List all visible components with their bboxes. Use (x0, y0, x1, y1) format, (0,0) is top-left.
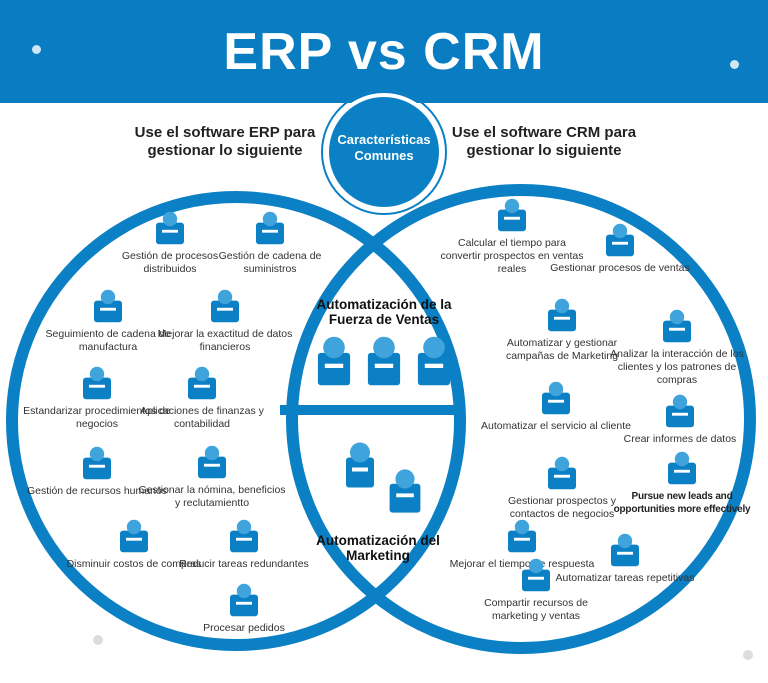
erp-circle (6, 191, 466, 651)
touch-automation-icon (611, 533, 639, 567)
erp-item-label: Aplicaciones de finanzas y contabilidad (140, 405, 264, 430)
process-flow-icon (230, 583, 258, 617)
sales-agent-icon (606, 223, 634, 257)
hourglass-money-icon (498, 198, 526, 232)
common-badge (325, 93, 443, 211)
page-title: ERP vs CRM (223, 23, 545, 81)
marketing-icon (346, 442, 374, 488)
erp-item-label: Procesar pedidos (203, 622, 285, 634)
crm-item-label: Pursue new leads and opportunities more … (613, 491, 751, 515)
sales-agents-icon (417, 336, 451, 386)
crm-item-label: Automatizar y gestionar campañas de Mark… (505, 337, 619, 362)
common-item-label: Automatización del Marketing (316, 533, 440, 563)
analytics-magnifier-icon (663, 309, 691, 343)
erp-item-label: Seguimiento de cadena de manufactura (45, 328, 171, 353)
crm-item-label: Mejorar el tiempo de respuesta (449, 558, 595, 570)
infinity-loop-icon (230, 519, 258, 553)
erp-item-label: Estandarizar procedimientos de negocios (23, 405, 171, 430)
erp-heading: Use el software ERP para gestionar lo si… (134, 124, 316, 159)
factory-icon (94, 289, 122, 323)
crm-item-label: Automatizar el servicio al cliente (481, 420, 631, 432)
crm-item-label: Calcular el tiempo para convertir prospe… (440, 237, 584, 275)
erp-item-label: Gestión de procesos distribuidos (121, 250, 219, 275)
supply-chain-icon (256, 211, 284, 245)
erp-item-label: Gestión de cadena de suministros (218, 250, 322, 275)
megaphone-icon (548, 298, 576, 332)
header-banner (0, 0, 768, 103)
report-icon (666, 394, 694, 428)
crm-item-label: Analizar la interacción de los clientes … (610, 348, 744, 386)
crm-circle (286, 184, 756, 654)
crm-item-label: Automatizar tareas repetitivas (555, 572, 695, 584)
sales-agents-icon (367, 336, 401, 386)
erp-item-label: Disminuir costos de compras (66, 558, 202, 570)
common-heading: Características Comunes (337, 132, 431, 163)
crm-item-label: Gestionar prospectos y contactos de nego… (508, 495, 616, 520)
bar-chart-down-icon (120, 519, 148, 553)
people-hierarchy-icon (83, 446, 111, 480)
pointing-hand-icon (508, 519, 536, 553)
financial-chart-icon (211, 289, 239, 323)
document-certificate-icon (83, 366, 111, 400)
decor-dot (32, 45, 41, 54)
erp-item-label: Mejorar la exactitud de datos financiero… (157, 328, 293, 353)
erp-item-label: Reducir tareas redundantes (179, 558, 309, 570)
crm-item-label: Compartir recursos de marketing y ventas (484, 597, 588, 622)
crm-item-label: Crear informes de datos (623, 433, 737, 445)
common-item-label: Automatización de la Fuerza de Ventas (316, 297, 452, 327)
customer-service-icon (542, 381, 570, 415)
pie-chart-icon (389, 469, 421, 513)
decor-dot (730, 60, 739, 69)
funnel-icon (668, 451, 696, 485)
erp-item-label: Gestionar la nómina, beneficios y reclut… (138, 484, 286, 509)
crm-heading: Use el software CRM para gestionar lo si… (451, 124, 637, 159)
payroll-icon (198, 445, 226, 479)
handshake-icon (548, 456, 576, 490)
database-network-icon (156, 211, 184, 245)
calculator-icon (188, 366, 216, 400)
sales-agents-icon (317, 336, 351, 386)
presentation-icon (522, 558, 550, 592)
crm-item-label: Gestionar procesos de ventas (550, 262, 690, 274)
erp-item-label: Gestión de recursos humanos (26, 485, 168, 497)
